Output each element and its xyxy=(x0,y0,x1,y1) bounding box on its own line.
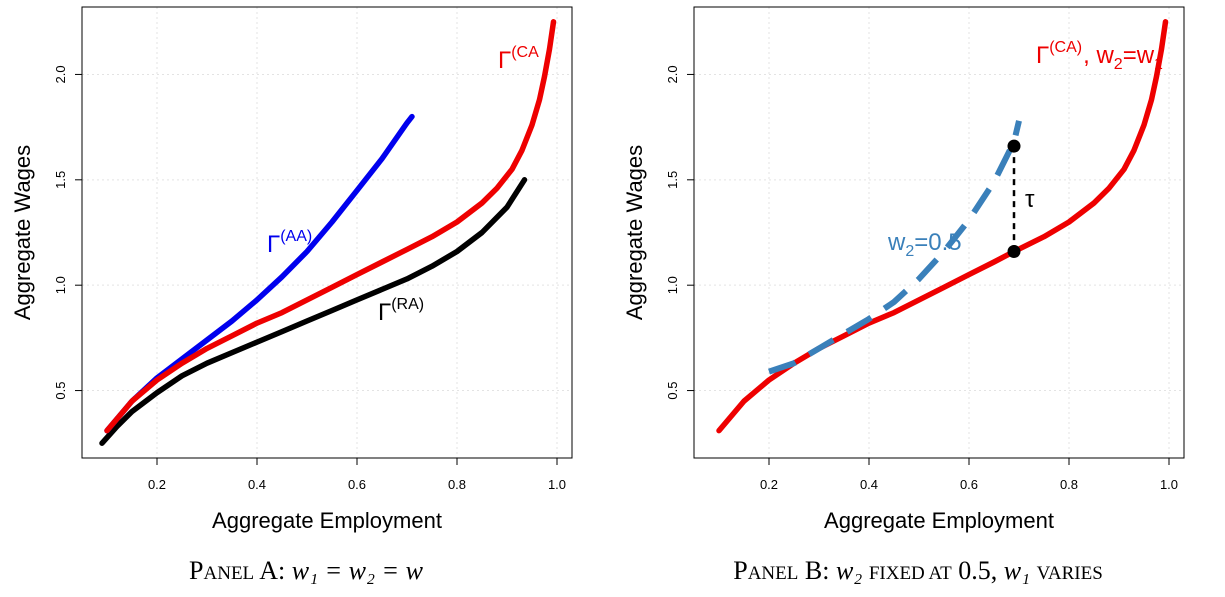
series-label-w2: w2=0.5 xyxy=(887,229,962,260)
x-axis-title: Aggregate Employment xyxy=(824,508,1054,533)
caption-math: w₁ = w₂ = w xyxy=(291,556,423,585)
x-tick-label: 1.0 xyxy=(1160,477,1178,492)
caption-prefix-first: P xyxy=(189,556,204,585)
caption-value: 0.5, xyxy=(958,556,998,585)
gap-point-low xyxy=(1007,244,1021,258)
y-axis-title: Aggregate Wages xyxy=(622,145,647,320)
x-tick-label: 0.4 xyxy=(248,477,266,492)
caption-tail: varies xyxy=(1036,563,1103,584)
panel-b: 0.2 0.4 0.6 0.8 1.0 0.5 1.0 1.5 2.0 Aggregate Emp… xyxy=(612,0,1224,597)
gap-point-high xyxy=(1007,139,1021,153)
panel-a: 0.2 0.4 0.6 0.8 1.0 0.5 1.0 1.5 2.0 Aggregate Emp… xyxy=(0,0,612,597)
y-tick-label: 1.5 xyxy=(665,171,680,189)
y-tick-label: 0.5 xyxy=(53,382,68,400)
x-tick-label: 0.6 xyxy=(348,477,366,492)
plot-frame xyxy=(693,6,1185,459)
x-tick-label: 0.2 xyxy=(148,477,166,492)
y-axis-title: Aggregate Wages xyxy=(10,145,35,320)
caption-prefix-first: P xyxy=(733,556,748,585)
y-tick-label: 0.5 xyxy=(665,382,680,400)
series-label-ca: Γ(CA), w2=w1 xyxy=(1036,39,1163,73)
y-tick-label: 1.5 xyxy=(53,171,68,189)
x-tick-label: 0.8 xyxy=(1060,477,1078,492)
plot-frame xyxy=(81,6,573,459)
series-label-aa: Γ(AA) xyxy=(267,228,312,258)
x-tick-label: 0.8 xyxy=(448,477,466,492)
x-tick-label: 0.6 xyxy=(960,477,978,492)
caption-letter: A xyxy=(259,556,279,585)
x-tick-label: 0.4 xyxy=(860,477,878,492)
series-line-w2 xyxy=(768,120,1022,375)
caption-panel-a: Panel A: w₁ = w₂ = w xyxy=(189,556,423,585)
y-tick-label: 1.0 xyxy=(665,276,680,294)
x-axis-title: Aggregate Employment xyxy=(212,508,442,533)
y-tick-label: 1.0 xyxy=(53,276,68,294)
caption-prefix-rest: anel xyxy=(203,563,255,584)
chart-panel-b: 0.2 0.4 0.6 0.8 1.0 0.5 1.0 1.5 2.0 Aggregate Emp… xyxy=(622,6,1185,533)
caption-prefix-rest: anel xyxy=(747,563,799,584)
series-label-ca: Γ(CA xyxy=(498,44,539,74)
caption-letter: B xyxy=(804,556,823,585)
tau-label: τ xyxy=(1025,186,1035,213)
caption-math2: w₁ xyxy=(1003,556,1031,585)
caption-mid: fixed at xyxy=(868,563,952,584)
series-line-ra xyxy=(99,177,528,446)
x-tick-label: 0.2 xyxy=(760,477,778,492)
caption-panel-b: Panel B: w₂ fixed at 0.5, w₁ varies xyxy=(733,556,1103,585)
series-label-ra: Γ(RA) xyxy=(378,296,424,326)
series-line-ca xyxy=(104,19,557,434)
series-line-ca xyxy=(716,19,1169,434)
x-tick-label: 1.0 xyxy=(548,477,566,492)
chart-panel-a: 0.2 0.4 0.6 0.8 1.0 0.5 1.0 1.5 2.0 Aggregate Emp… xyxy=(10,6,573,533)
y-tick-label: 2.0 xyxy=(665,65,680,83)
y-tick-label: 2.0 xyxy=(53,65,68,83)
caption-math: w₂ xyxy=(835,556,863,585)
